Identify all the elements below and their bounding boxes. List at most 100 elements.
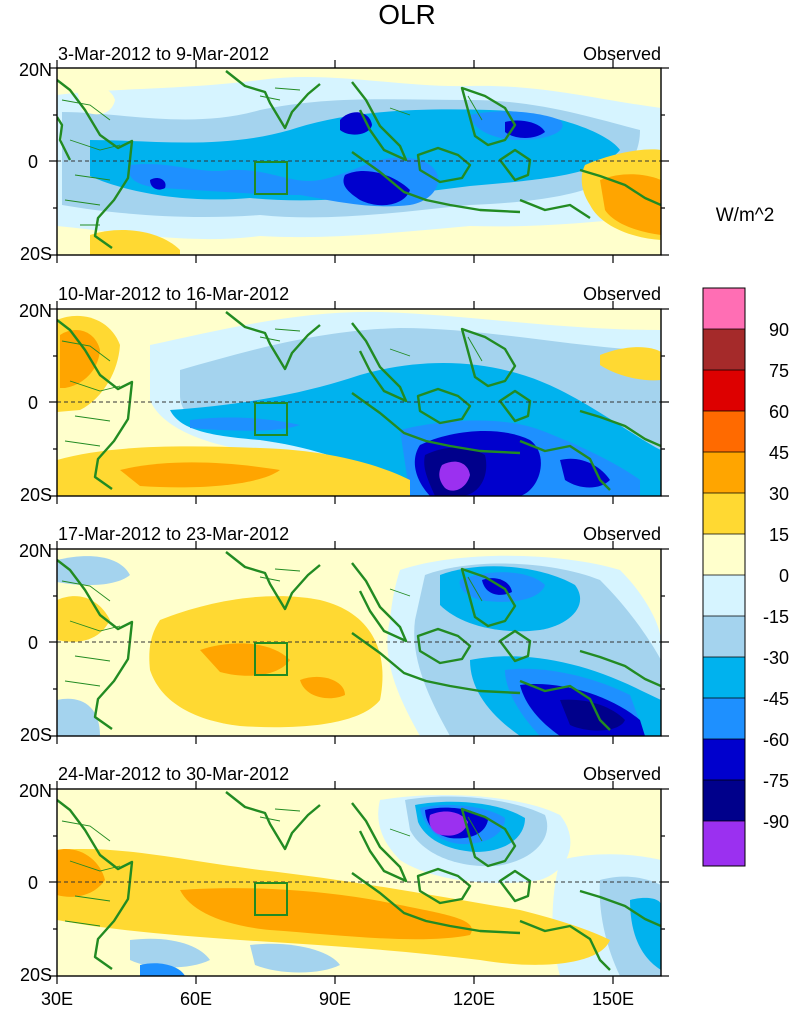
borders xyxy=(61,328,483,447)
lat-label-20n: 20N xyxy=(19,781,52,801)
panel-tag: Observed xyxy=(583,44,661,64)
ticks xyxy=(49,781,669,984)
colorbar-swatch-60-75 xyxy=(703,370,745,411)
colorbar-swatch-m75-m60 xyxy=(703,739,745,780)
colorbar-label: 60 xyxy=(769,402,789,422)
region-box xyxy=(254,642,288,676)
anomaly-minus90-plus xyxy=(429,811,468,836)
figure-title: OLR xyxy=(378,0,436,30)
region-box xyxy=(254,882,288,916)
anomaly-plus15 xyxy=(600,347,661,381)
colorbar-label: 0 xyxy=(779,566,789,586)
anomaly-minus60 xyxy=(140,963,185,976)
coastlines xyxy=(57,551,661,731)
panel-4: 24-Mar-2012 to 30-Mar-2012 Observed 20N … xyxy=(19,764,669,985)
lon-label-30e: 30E xyxy=(41,989,73,1009)
colorbar-swatch-30-45 xyxy=(703,452,745,493)
colorbar: 90 75 60 45 30 15 0 -15 -30 -45 -60 -75 … xyxy=(702,287,789,867)
anomaly-minus75 xyxy=(343,170,410,206)
panel-3: 17-Mar-2012 to 23-Mar-2012 Observed 20N … xyxy=(19,524,669,745)
borders xyxy=(61,87,483,226)
region-box xyxy=(254,402,288,436)
colorbar-swatch-below-m90 xyxy=(703,821,745,866)
anomaly-minus90-plus xyxy=(439,461,470,491)
anomaly-plus15 xyxy=(90,230,180,255)
colorbar-swatch-above-90 xyxy=(703,288,745,329)
colorbar-frame xyxy=(702,287,746,867)
borders xyxy=(61,568,483,687)
panel-tag: Observed xyxy=(583,284,661,304)
colorbar-label: -90 xyxy=(763,812,789,832)
lat-label-0: 0 xyxy=(28,633,38,653)
colorbar-label: 45 xyxy=(769,443,789,463)
colorbar-label: 30 xyxy=(769,484,789,504)
coastlines xyxy=(57,311,661,491)
anomaly-minus30 xyxy=(250,943,340,973)
colorbar-label: -30 xyxy=(763,648,789,668)
colorbar-label: -60 xyxy=(763,730,789,750)
panel-period: 3-Mar-2012 to 9-Mar-2012 xyxy=(58,44,269,64)
colorbar-label: 90 xyxy=(769,320,789,340)
panel-period: 10-Mar-2012 to 16-Mar-2012 xyxy=(58,284,289,304)
colorbar-swatch-0-15 xyxy=(703,534,745,575)
panel-period: 24-Mar-2012 to 30-Mar-2012 xyxy=(58,764,289,784)
panel-tag: Observed xyxy=(583,764,661,784)
colorbar-swatch-m60-m45 xyxy=(703,698,745,739)
colorbar-label: 15 xyxy=(769,525,789,545)
colorbar-swatch-m45-m30 xyxy=(703,657,745,698)
colorbar-label: -45 xyxy=(763,689,789,709)
lat-label-20s: 20S xyxy=(20,244,52,264)
longitude-axis: 30E 60E 90E 120E 150E xyxy=(41,989,634,1009)
lat-label-0: 0 xyxy=(28,393,38,413)
lat-label-0: 0 xyxy=(28,152,38,172)
borders xyxy=(61,808,483,927)
lat-label-20n: 20N xyxy=(19,60,52,80)
colorbar-swatch-75-90 xyxy=(703,329,745,370)
anomaly-plus30 xyxy=(600,174,661,235)
olr-field xyxy=(57,789,661,976)
anomaly-plus30 xyxy=(57,849,105,897)
colorbar-swatch-15-30 xyxy=(703,493,745,534)
anomaly-minus30 xyxy=(57,698,100,736)
lon-label-150e: 150E xyxy=(592,989,634,1009)
ticks xyxy=(49,60,669,263)
anomaly-plus30 xyxy=(60,330,100,388)
units-label: W/m^2 xyxy=(716,205,775,226)
lat-label-20s: 20S xyxy=(20,485,52,505)
anomaly-minus75 xyxy=(482,578,512,595)
lat-label-20s: 20S xyxy=(20,965,52,985)
anomaly-plus30 xyxy=(180,888,472,940)
lon-label-120e: 120E xyxy=(453,989,495,1009)
colorbar-label: -15 xyxy=(763,607,789,627)
lat-label-20n: 20N xyxy=(19,541,52,561)
anomaly-minus45 xyxy=(630,897,661,970)
anomaly-zero xyxy=(77,85,115,115)
lat-label-20s: 20S xyxy=(20,725,52,745)
lon-label-60e: 60E xyxy=(180,989,212,1009)
ticks xyxy=(49,301,669,504)
anomaly-plus30 xyxy=(120,462,280,488)
coastlines xyxy=(57,70,661,249)
panel-2: 10-Mar-2012 to 16-Mar-2012 Observed 20N … xyxy=(19,284,669,505)
anomaly-plus30 xyxy=(300,676,345,699)
coastlines xyxy=(57,791,661,971)
anomaly-minus75 xyxy=(560,458,610,488)
lat-label-0: 0 xyxy=(28,873,38,893)
colorbar-label: -75 xyxy=(763,771,789,791)
colorbar-dividers xyxy=(703,328,745,822)
colorbar-swatch-m30-m15 xyxy=(703,616,745,657)
panel-period: 17-Mar-2012 to 23-Mar-2012 xyxy=(58,524,289,544)
panel-tag: Observed xyxy=(583,524,661,544)
panel-1: 3-Mar-2012 to 9-Mar-2012 Observed 20N 0 … xyxy=(19,44,669,264)
anomaly-minus60 xyxy=(190,417,300,431)
anomaly-plus30 xyxy=(200,643,290,676)
colorbar-swatch-45-60 xyxy=(703,411,745,452)
olr-field xyxy=(57,549,661,736)
anomaly-minus75 xyxy=(150,177,166,190)
lat-label-20n: 20N xyxy=(19,301,52,321)
region-box xyxy=(254,161,288,195)
anomaly-minus90 xyxy=(560,699,625,731)
anomaly-minus30 xyxy=(130,938,210,968)
colorbar-swatch-m15-0 xyxy=(703,575,745,616)
